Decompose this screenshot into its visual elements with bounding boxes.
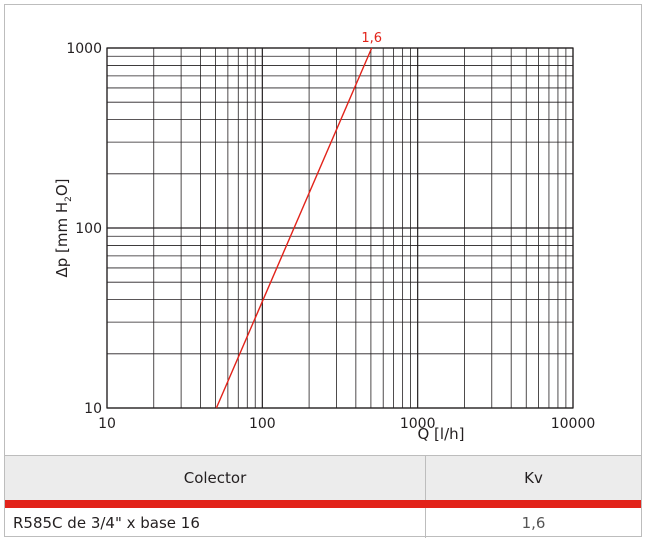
y-axis-label: Δp [mm H2O] — [53, 178, 74, 277]
table-row: R585C de 3/4" x base 16 1,6 — [5, 508, 641, 538]
series-label: 1,6 — [361, 31, 382, 46]
y-tick-label: 10 — [84, 401, 102, 417]
y-tick-label: 100 — [75, 221, 102, 237]
x-tick-labels: 10 100 1000 10000 — [98, 416, 595, 432]
y-axis-label-main: Δp [mm H — [53, 202, 71, 278]
specs-table: Colector Kv R585C de 3/4" x base 16 1,6 — [5, 455, 641, 538]
cell-kv: 1,6 — [426, 508, 641, 538]
header-kv: Kv — [426, 456, 641, 500]
y-axis-label-end: O] — [53, 178, 71, 196]
x-axis-label: Q [l/h] — [417, 425, 464, 443]
x-tick-label: 100 — [249, 416, 276, 432]
x-tick-label: 10000 — [551, 416, 596, 432]
cell-colector: R585C de 3/4" x base 16 — [5, 508, 426, 538]
header-colector: Colector — [5, 456, 426, 500]
table-header-row: Colector Kv — [5, 455, 641, 500]
grid-lines — [107, 48, 573, 408]
pressure-drop-chart: 1,6 10 100 1000 10 100 1000 10000 Q [l/h] Δp … — [0, 0, 648, 455]
y-tick-label: 1000 — [66, 41, 102, 57]
accent-bar — [5, 500, 641, 508]
x-tick-label: 10 — [98, 416, 116, 432]
y-tick-labels: 10 100 1000 — [66, 41, 102, 417]
